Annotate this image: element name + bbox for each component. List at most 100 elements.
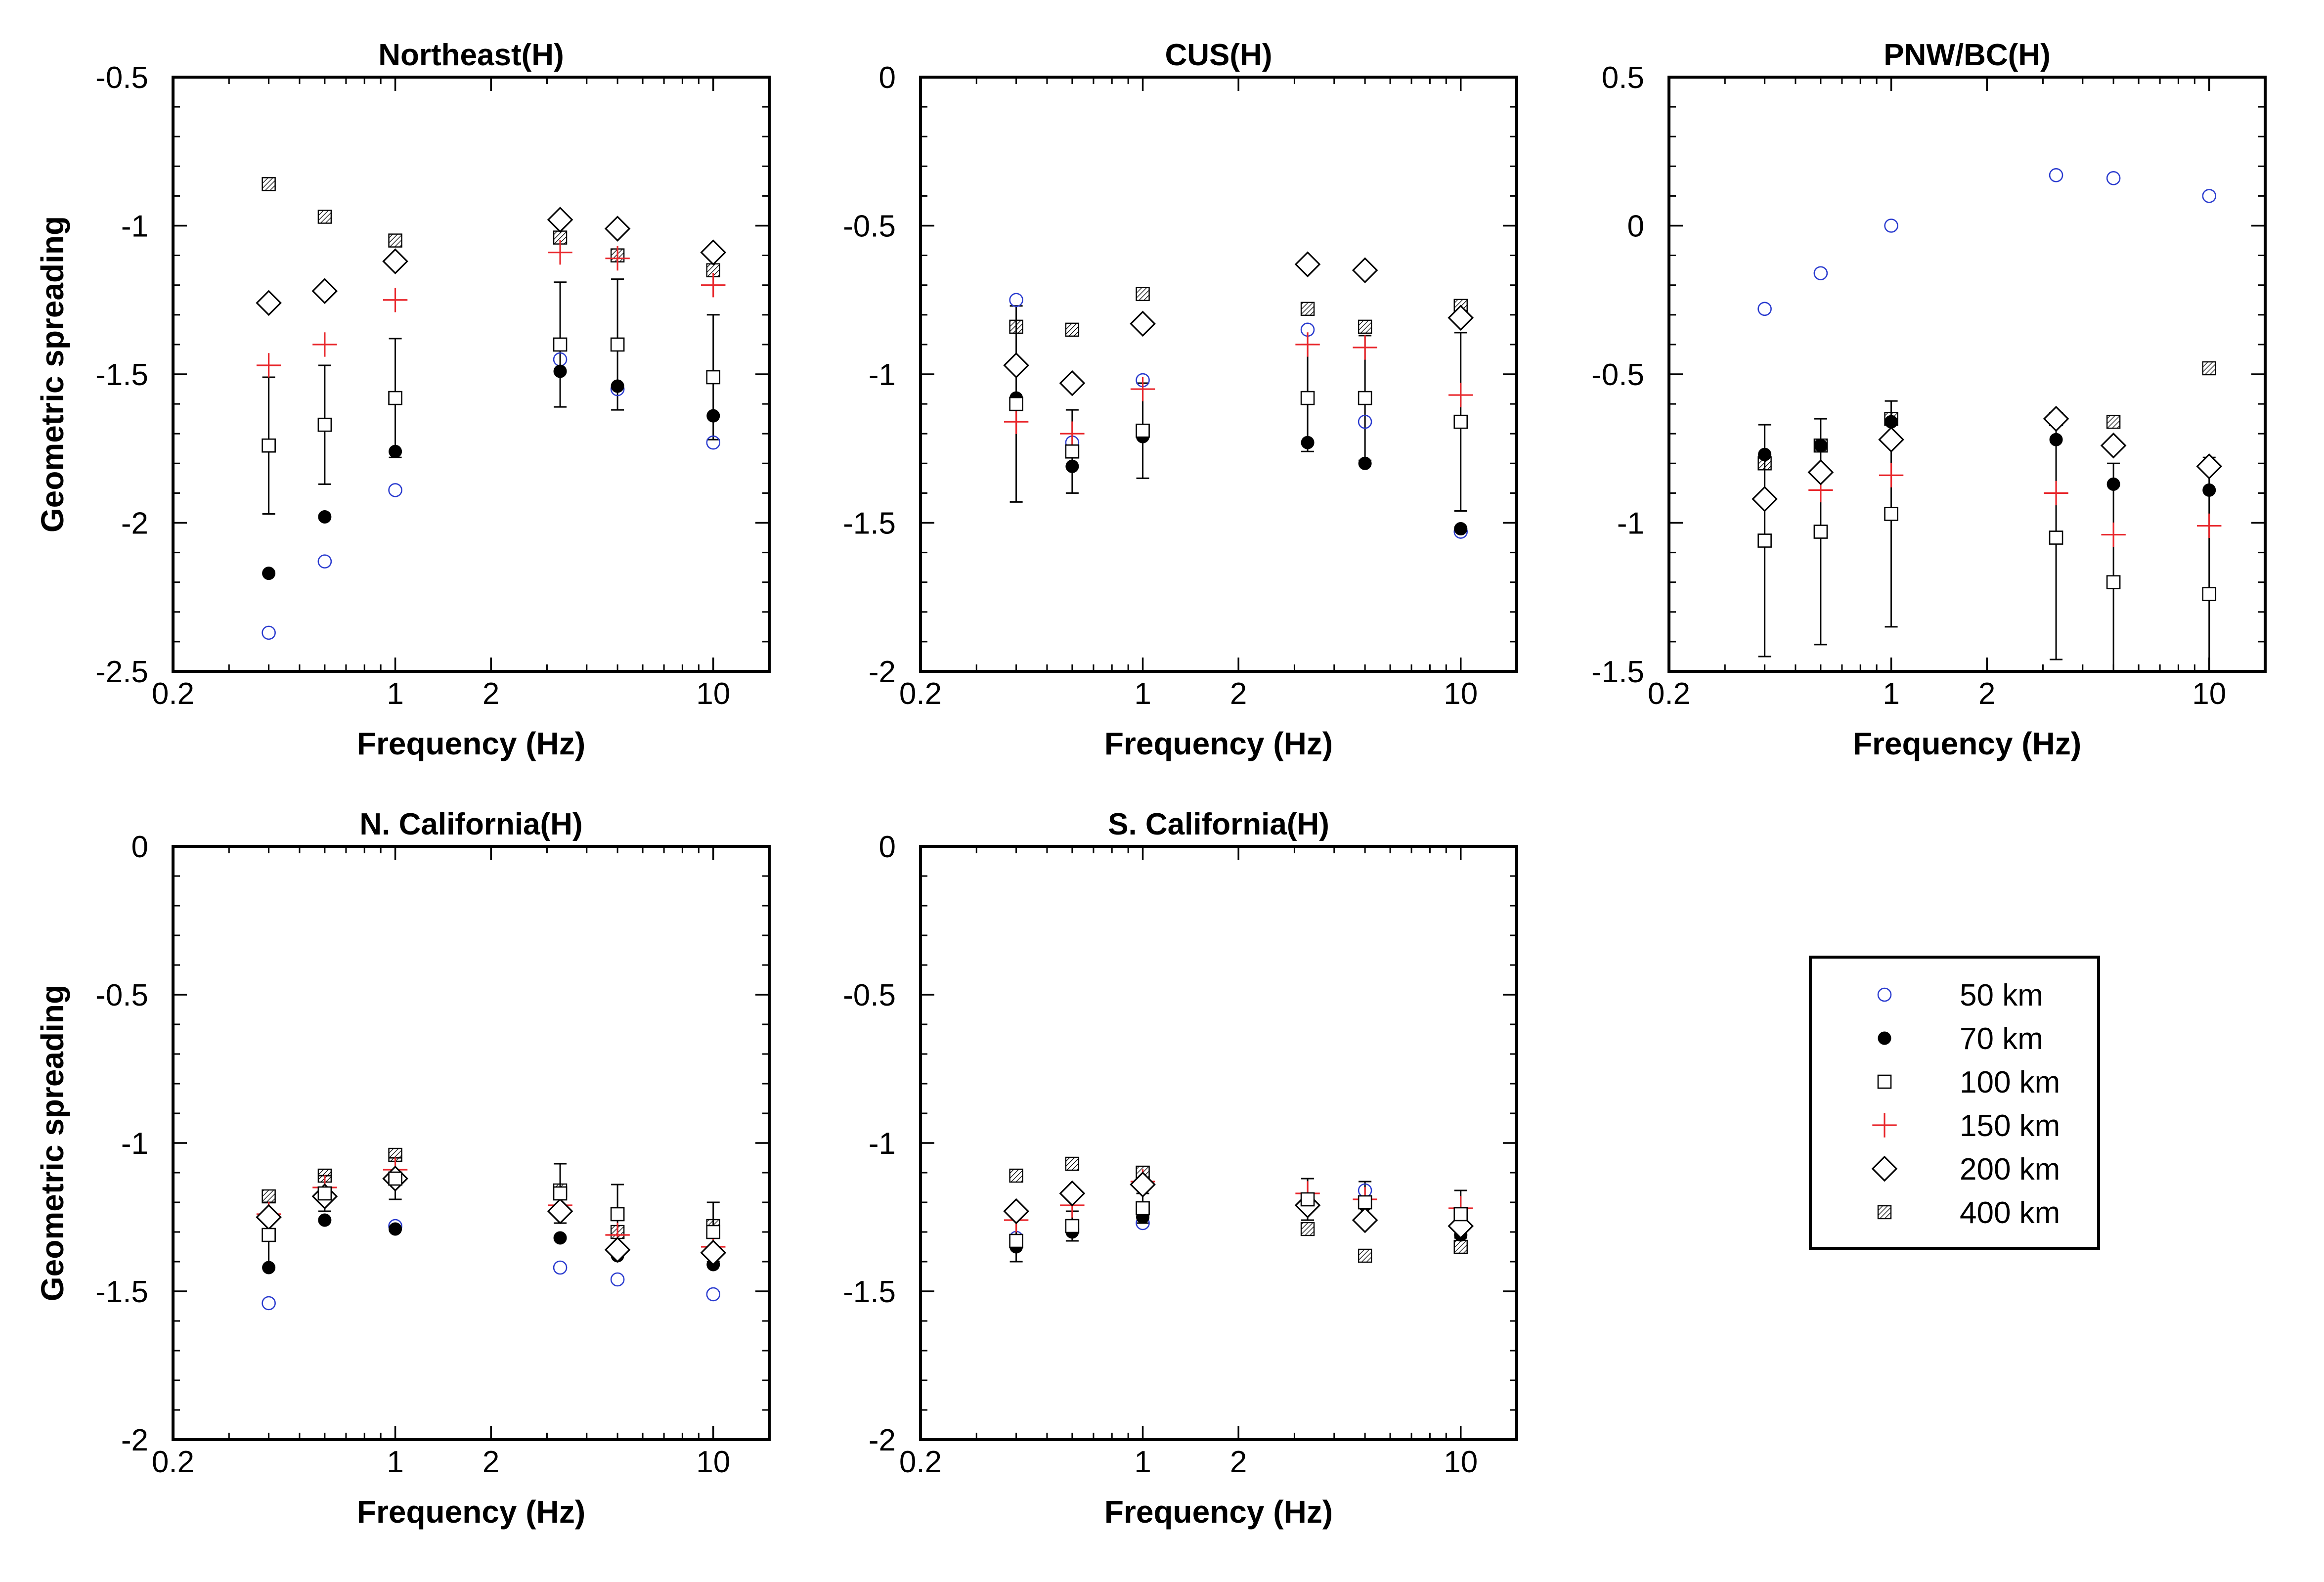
point-200-km <box>256 290 282 316</box>
y-tick-label: -0.5 <box>1591 358 1644 392</box>
x-tick-label: 10 <box>696 677 730 711</box>
point-100-km <box>1136 1201 1150 1216</box>
legend: 50 km 70 km 100 km 150 km 200 km 400 km <box>1809 956 2100 1250</box>
point-200-km <box>700 239 727 265</box>
x-tick-label: 10 <box>2192 677 2226 711</box>
point-50-km <box>1358 414 1372 429</box>
point-200-km <box>1059 370 1086 396</box>
point-200-km <box>311 278 338 305</box>
x-tick-label: 2 <box>482 677 499 711</box>
point-200-km <box>1130 1171 1156 1198</box>
panel-pnw-bc-h: 0.2 1 2 10 -1.5 -1 -0.5 0 0.5 PNW/BC(H) Frequency … <box>1591 38 2267 761</box>
point-400-km <box>1358 1248 1372 1263</box>
point-70-km <box>1885 415 1898 429</box>
y-tick-label: 0 <box>132 830 148 864</box>
x-axis-label: Frequency (Hz) <box>357 726 585 761</box>
y-tick-label: 0 <box>1627 210 1644 244</box>
point-200-km <box>1352 257 1378 283</box>
point-100-km <box>1757 533 1772 548</box>
x-tick-label: 2 <box>1230 677 1247 711</box>
point-50-km <box>706 1287 721 1302</box>
point-50-km <box>262 1296 276 1311</box>
y-tick-label: -2 <box>869 655 896 689</box>
point-100-km <box>388 391 402 405</box>
point-200-km <box>1294 251 1321 277</box>
point-200-km <box>1003 352 1029 379</box>
point-100-km <box>1065 444 1080 459</box>
point-150-km <box>605 246 630 271</box>
point-150-km <box>256 353 281 378</box>
legend-label-400-km: 400 km <box>1960 1196 2060 1230</box>
point-70-km <box>1454 522 1468 536</box>
point-400-km <box>1009 319 1023 334</box>
y-tick-label: -1.5 <box>95 358 148 392</box>
y-tick-label: -1 <box>121 210 148 244</box>
legend-marker-50-km <box>1877 987 1892 1002</box>
point-50-km <box>2202 189 2217 203</box>
point-400-km <box>388 233 402 248</box>
x-axis-label: Frequency (Hz) <box>1104 1494 1333 1530</box>
point-200-km <box>2043 405 2069 432</box>
point-100-km <box>1358 391 1372 405</box>
point-50-km <box>388 483 402 497</box>
y-tick-label: -1 <box>869 1127 896 1161</box>
chart-panels: 0.2 1 2 10-2.5-2-1.5-1-0.5Northeast(H)Frequ… <box>35 38 2267 1530</box>
point-150-km <box>1295 332 1320 357</box>
point-100-km <box>706 370 721 385</box>
plot-frame <box>172 76 771 673</box>
point-150-km <box>548 240 572 265</box>
x-tick-label: 10 <box>696 1445 730 1479</box>
point-200-km <box>1059 1180 1086 1207</box>
x-tick-label: 1 <box>1883 677 1899 711</box>
y-tick-label: -2.5 <box>95 655 148 689</box>
point-400-km <box>2202 361 2216 376</box>
y-tick-label: -1 <box>121 1127 148 1161</box>
legend-label-70-km: 70 km <box>1960 1022 2043 1056</box>
point-70-km <box>262 1261 276 1274</box>
point-70-km <box>1301 436 1315 449</box>
x-axis-label: Frequency (Hz) <box>1104 726 1333 761</box>
x-tick-label: 0.2 <box>152 677 194 711</box>
point-50-km <box>706 435 721 450</box>
x-tick-label: 2 <box>1230 1445 1247 1479</box>
point-100-km <box>1300 391 1315 405</box>
panel-title: PNW/BC(H) <box>1884 38 2051 72</box>
legend-label-200-km: 200 km <box>1960 1152 2060 1186</box>
point-100-km <box>1009 396 1023 411</box>
point-70-km <box>1814 439 1828 452</box>
point-100-km <box>1358 1195 1372 1210</box>
y-tick-label: -2 <box>869 1423 896 1457</box>
point-200-km <box>547 1198 573 1225</box>
point-200-km <box>2100 432 2127 459</box>
point-70-km <box>262 567 276 580</box>
y-axis-label: Geometric spreading <box>35 216 70 532</box>
legend-label-50-km: 50 km <box>1960 978 2043 1012</box>
point-400-km <box>1065 322 1080 337</box>
y-tick-label: -1.5 <box>95 1275 148 1309</box>
y-axis-label: Geometric spreading <box>35 985 70 1301</box>
point-100-km <box>2202 587 2217 602</box>
x-tick-label: 0.2 <box>1648 677 1690 711</box>
y-tick-label: -0.5 <box>95 61 148 95</box>
point-70-km <box>318 510 332 524</box>
point-100-km <box>317 417 332 432</box>
point-100-km <box>262 1228 276 1242</box>
point-200-km <box>1352 1207 1378 1233</box>
legend-marker-400-km <box>1877 1205 1892 1220</box>
point-70-km <box>389 1222 402 1236</box>
point-70-km <box>553 1231 567 1245</box>
y-tick-label: -1 <box>1617 507 1644 541</box>
point-100-km <box>610 337 625 352</box>
y-tick-label: -0.5 <box>95 978 148 1012</box>
x-axis-label: Frequency (Hz) <box>1853 726 2081 761</box>
point-100-km <box>2106 575 2121 589</box>
x-tick-label: 1 <box>1134 677 1151 711</box>
point-70-km <box>706 409 720 423</box>
point-400-km <box>2106 414 2121 429</box>
panel-title: N. California(H) <box>359 807 582 841</box>
point-400-km <box>317 210 332 224</box>
y-tick-label: 0 <box>879 830 896 864</box>
point-150-km <box>1879 463 1904 488</box>
point-200-km <box>547 207 573 233</box>
point-100-km <box>1813 525 1828 539</box>
